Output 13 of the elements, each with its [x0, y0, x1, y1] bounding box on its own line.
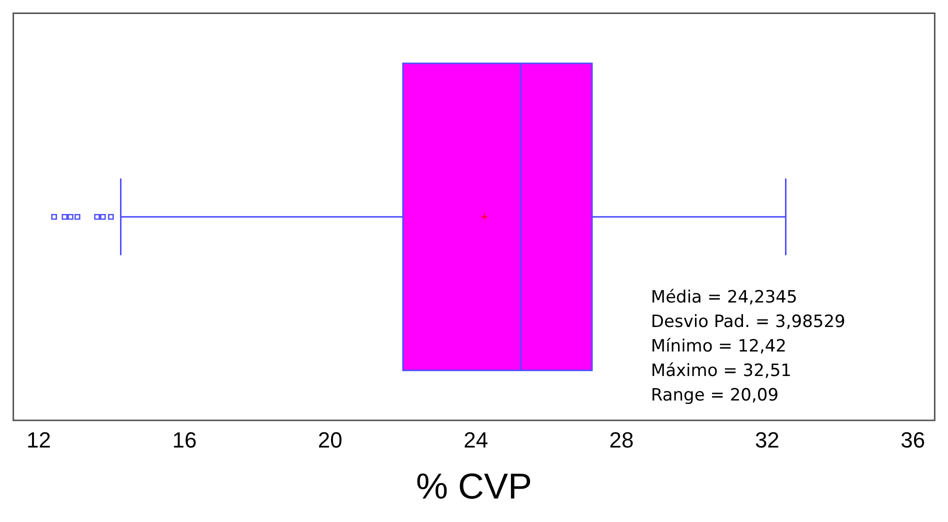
x-axis-title: % CVP	[416, 465, 532, 506]
x-tick-label: 20	[318, 428, 342, 453]
annotation: Mínimo = 12,42	[650, 336, 786, 356]
x-tick-label: 28	[609, 428, 634, 453]
annotation: Desvio Pad. = 3,98529	[650, 312, 846, 332]
annotation: Média = 24,2345	[650, 287, 798, 308]
annotation: Máximo = 32,51	[650, 360, 792, 381]
x-tick-label: 12	[26, 428, 52, 453]
x-tick-label: 32	[754, 428, 780, 453]
text: Range = 20,09	[650, 385, 779, 406]
x-tick-label: 24	[464, 428, 488, 453]
x-tick-label: 16	[172, 428, 197, 453]
x-tick-label: 36	[900, 428, 926, 453]
